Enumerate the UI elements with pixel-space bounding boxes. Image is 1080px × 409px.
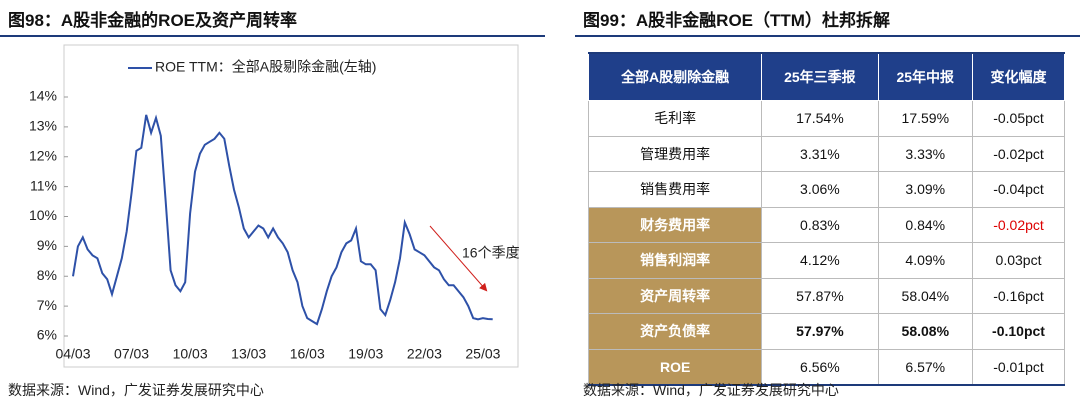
y-tick-label: 7%: [37, 297, 57, 313]
y-tick-label: 13%: [29, 118, 57, 134]
y-tick-label: 8%: [37, 267, 57, 283]
table-row: 资产周转率 57.87% 58.04% -0.16pct: [587, 277, 1065, 314]
table-cell: 57.87%: [761, 277, 879, 314]
table-cell: 资产周转率: [587, 277, 763, 314]
x-tick-label: 25/03: [465, 346, 500, 362]
table-row: 财务费用率 0.83% 0.84% -0.02pct: [587, 206, 1065, 243]
y-tick-label: 11%: [30, 177, 57, 193]
x-tick-label: 13/03: [231, 346, 266, 362]
table-row: 销售利润率 4.12% 4.09% 0.03pct: [587, 242, 1065, 279]
header-cell: 25年中报: [877, 52, 974, 101]
x-tick-label: 04/03: [55, 346, 90, 362]
table-row: 毛利率 17.54% 17.59% -0.05pct: [587, 100, 1065, 137]
table-cell: 销售费用率: [587, 171, 763, 208]
table-cell: 销售利润率: [587, 242, 763, 279]
table-cell: 4.12%: [761, 242, 879, 279]
header-cell: 25年三季报: [761, 52, 879, 101]
table-cell: 57.97%: [761, 313, 879, 350]
y-tick-label: 9%: [37, 237, 57, 253]
table-cell: 财务费用率: [587, 206, 763, 243]
table-cell: -0.02pct: [972, 135, 1065, 172]
table-row: 销售费用率 3.06% 3.09% -0.04pct: [587, 171, 1065, 208]
table-row: ROE 6.56% 6.57% -0.01pct: [587, 348, 1065, 386]
table-cell: 0.83%: [761, 206, 879, 243]
annotation-arrow: [429, 225, 488, 292]
legend-label: ROE TTM：全部A股剔除金融(左轴): [155, 59, 376, 75]
line-series: [72, 114, 493, 326]
x-tick-label: 16/03: [290, 346, 325, 362]
table-cell: ROE: [587, 348, 763, 386]
header-cell: 变化幅度: [972, 52, 1065, 101]
table-cell: 0.03pct: [972, 242, 1065, 279]
x-tick-label: 07/03: [114, 346, 149, 362]
header-cell: 全部A股剔除金融: [587, 52, 763, 101]
table-cell: -0.02pct: [972, 206, 1065, 243]
table-cell: 资产负债率: [587, 313, 763, 350]
plot-frame: [63, 44, 519, 368]
x-tick-label: 22/03: [407, 346, 442, 362]
table-row: 资产负债率 57.97% 58.08% -0.10pct: [587, 313, 1065, 350]
table-cell: 管理费用率: [587, 135, 763, 172]
x-tick-label: 10/03: [173, 346, 208, 362]
y-tick-label: 12%: [29, 147, 57, 163]
table-cell: 4.09%: [877, 242, 974, 279]
table-cell: 6.57%: [877, 348, 974, 386]
table-cell: 17.59%: [877, 100, 974, 137]
table-cell: 毛利率: [587, 100, 763, 137]
table-cell: -0.16pct: [972, 277, 1065, 314]
source-note: 数据来源：Wind，广发证券发展研究中心: [583, 382, 839, 398]
header-row: 全部A股剔除金融 25年三季报 25年中报 变化幅度: [587, 52, 1065, 101]
y-tick-label: 10%: [29, 207, 57, 223]
table-cell: 17.54%: [761, 100, 879, 137]
title-rule: [0, 35, 545, 37]
chart-title: 图98：A股非金融的ROE及资产周转率: [8, 11, 298, 30]
y-tick-label: 6%: [37, 327, 57, 343]
table-cell: 0.84%: [877, 206, 974, 243]
table-cell: -0.04pct: [972, 171, 1065, 208]
table-cell: 3.06%: [761, 171, 879, 208]
annotation: 16个季度: [462, 245, 520, 261]
table-cell: 3.09%: [877, 171, 974, 208]
source-note: 数据来源：Wind，广发证券发展研究中心: [8, 382, 264, 398]
dupont-table: 全部A股剔除金融 25年三季报 25年中报 变化幅度 毛利率 17.54% 17.59% -0…: [587, 52, 1065, 386]
table-cell: 58.04%: [877, 277, 974, 314]
table-cell: 6.56%: [761, 348, 879, 386]
table-cell: 58.08%: [877, 313, 974, 350]
table-cell: 3.33%: [877, 135, 974, 172]
table-cell: -0.01pct: [972, 348, 1065, 386]
table-row: 管理费用率 3.31% 3.33% -0.02pct: [587, 135, 1065, 172]
table-cell: -0.10pct: [972, 313, 1065, 350]
x-tick-label: 19/03: [348, 346, 383, 362]
table-cell: 3.31%: [761, 135, 879, 172]
table-cell: -0.05pct: [972, 100, 1065, 137]
title-rule: [575, 35, 1080, 37]
chart: 6% 7% 8% 9% 10% 11% 12% 13% 14% 04/03 07/03 10/03 13…: [29, 44, 520, 368]
y-tick-label: 14%: [29, 88, 57, 104]
table-title: 图99：A股非金融ROE（TTM）杜邦拆解: [583, 11, 890, 30]
